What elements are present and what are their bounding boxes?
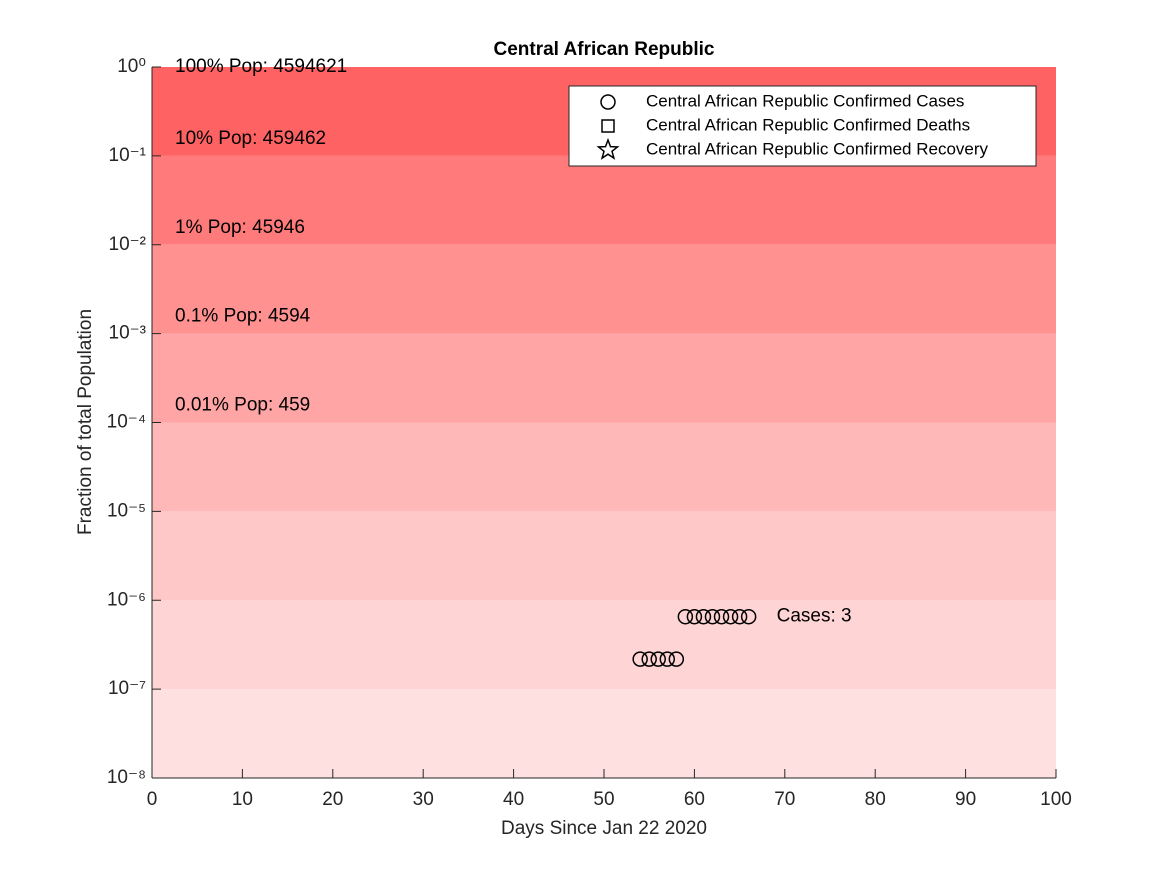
y-tick-label: 10⁻² [109,234,147,255]
population-label: 0.1% Pop: 4594 [175,306,311,327]
end-label: Cases: 3 [777,606,852,627]
legend-marker [600,94,616,110]
y-tick-label: 10⁻⁴ [107,412,146,433]
population-label: 1% Pop: 45946 [175,217,305,238]
population-band [152,333,1056,423]
population-band [152,244,1056,334]
data-point [695,608,712,625]
legend-label: Central African Republic Confirmed Recov… [646,139,989,158]
data-point [668,651,685,667]
data-point [740,608,757,625]
x-tick-label: 0 [147,789,158,810]
x-tick-label: 90 [955,789,976,810]
y-tick-label: 10⁻⁵ [107,500,146,521]
x-tick-label: 70 [774,789,795,810]
x-tick-label: 80 [865,789,886,810]
x-tick-label: 50 [593,789,614,810]
population-band [152,600,1056,690]
x-tick-label: 20 [322,789,343,810]
population-band [152,511,1056,601]
data-point [641,651,657,667]
legend-marker [596,137,620,160]
y-axis-label: Fraction of total Population [75,309,96,535]
y-tick-label: 10⁻⁸ [107,767,146,788]
y-tick-label: 10⁻³ [109,323,147,344]
data-point [686,608,703,625]
data-point [722,608,739,625]
x-tick-label: 40 [503,789,524,810]
chart-title: Central African Republic [493,39,714,60]
legend-box [568,85,1037,167]
data-point [713,608,730,625]
legend-label: Central African Republic Confirmed Cases [646,91,964,110]
population-band [152,155,1056,245]
population-band [152,422,1056,512]
legend-marker [601,119,615,133]
data-point [731,608,748,625]
y-tick-label: 10⁰ [117,56,146,77]
population-label: 100% Pop: 4594621 [175,56,347,77]
x-tick-label: 30 [413,789,434,810]
legend-label: Central African Republic Confirmed Death… [646,115,970,134]
population-label: 0.01% Pop: 459 [175,395,310,416]
data-point [650,651,666,667]
y-tick-label: 10⁻⁷ [108,678,146,699]
x-tick-label: 60 [684,789,705,810]
data-point [632,651,648,667]
x-tick-label: 10 [232,789,253,810]
population-band [152,689,1056,778]
y-tick-label: 10⁻¹ [109,145,147,166]
data-point [704,608,721,625]
data-point [677,608,694,625]
data-point [659,651,676,667]
x-tick-label: 100 [1040,789,1072,810]
y-tick-label: 10⁻⁶ [107,589,146,610]
population-label: 10% Pop: 459462 [175,128,326,149]
x-axis-label: Days Since Jan 22 2020 [501,818,707,839]
